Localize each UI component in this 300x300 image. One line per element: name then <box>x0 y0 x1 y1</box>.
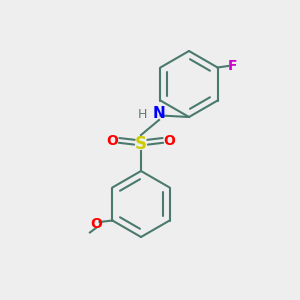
Text: O: O <box>164 134 175 148</box>
Text: H: H <box>138 107 147 121</box>
Text: O: O <box>106 134 119 148</box>
Text: F: F <box>228 59 238 73</box>
Text: O: O <box>90 217 102 230</box>
Text: S: S <box>135 135 147 153</box>
Text: N: N <box>153 106 165 122</box>
